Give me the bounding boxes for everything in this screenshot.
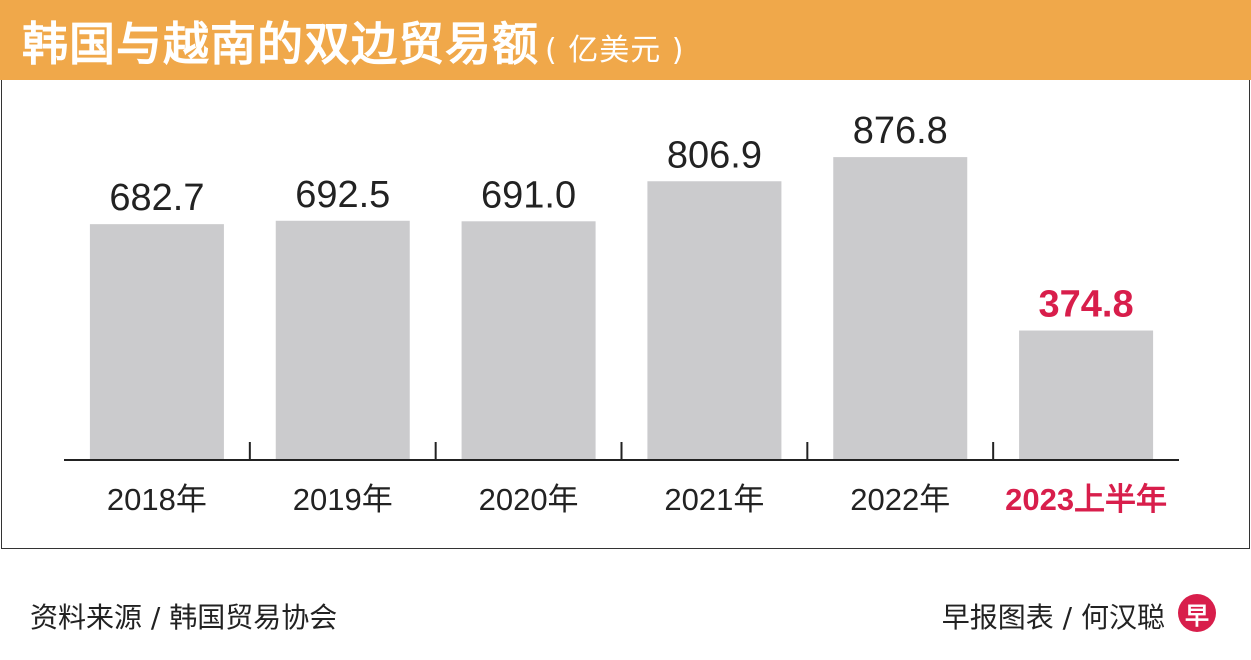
bar-chart: 682.7 2018年 692.5 2019年 691.0 2020年 806.9 2021年… xyxy=(64,110,1179,517)
value-label-2: 691.0 xyxy=(481,174,576,216)
chart-title: 韩国与越南的双边贸易额( 亿美元 ) xyxy=(22,8,684,74)
bar-5 xyxy=(1019,330,1154,460)
category-label-5: 2023上半年 xyxy=(1005,482,1167,517)
chart-unit: ( 亿美元 ) xyxy=(545,33,685,68)
bar-2 xyxy=(461,221,596,460)
publisher-logo-icon: 早 xyxy=(1178,594,1216,632)
chart-frame: 682.7 2018年 692.5 2019年 691.0 2020年 806.9 2021年… xyxy=(1,80,1250,549)
category-label-1: 2019年 xyxy=(293,482,393,517)
bar-3 xyxy=(647,181,782,460)
chart-title-text: 韩国与越南的双边贸易额 xyxy=(22,17,539,71)
value-label-0: 682.7 xyxy=(109,177,204,219)
value-label-3: 806.9 xyxy=(667,134,762,176)
title-bar: 韩国与越南的双边贸易额( 亿美元 ) xyxy=(0,0,1251,80)
chart-credit: 早报图表 / 何汉聪 xyxy=(941,601,1165,634)
value-label-4: 876.8 xyxy=(853,110,948,152)
bar-0 xyxy=(89,224,224,460)
category-label-0: 2018年 xyxy=(107,482,207,517)
category-label-4: 2022年 xyxy=(850,482,950,517)
category-label-2: 2020年 xyxy=(479,482,579,517)
category-label-3: 2021年 xyxy=(664,482,764,517)
bar-1 xyxy=(275,220,410,460)
bar-4 xyxy=(833,157,968,460)
value-label-1: 692.5 xyxy=(295,174,390,216)
value-label-5: 374.8 xyxy=(1039,284,1134,326)
data-source: 资料来源 / 韩国贸易协会 xyxy=(30,601,338,634)
